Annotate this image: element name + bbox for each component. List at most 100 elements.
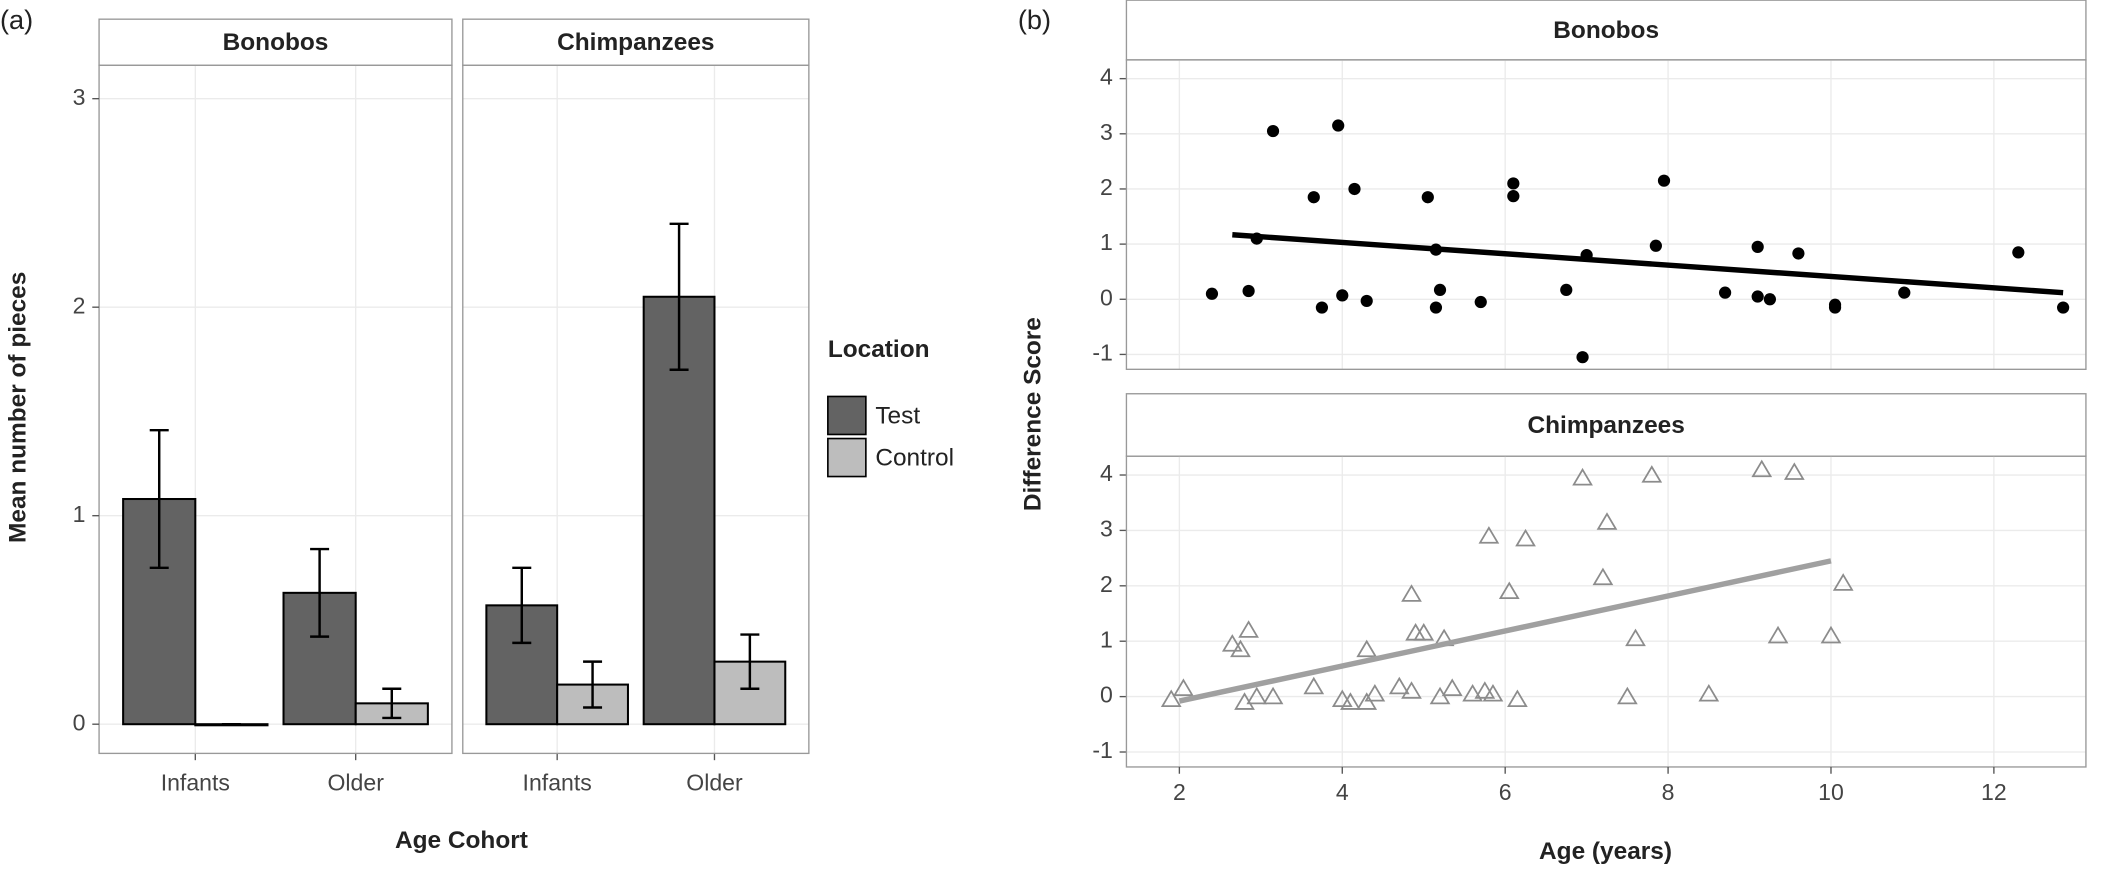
y-tick-label: -1 (1092, 340, 1113, 366)
point (2057, 301, 2070, 314)
x-tick-label: Infants (161, 770, 230, 796)
point (1596, 512, 1618, 530)
strip-title: Bonobos (223, 29, 329, 56)
strip-title: Chimpanzees (557, 29, 714, 56)
point (1592, 567, 1614, 586)
x-tick-label: Older (327, 770, 384, 796)
point (1364, 683, 1386, 702)
point (1462, 683, 1483, 702)
point (1515, 528, 1536, 547)
point (1356, 639, 1378, 658)
point (1625, 628, 1646, 647)
y-tick-label: 4 (1100, 460, 1113, 486)
point (1751, 240, 1764, 253)
error-bar (583, 660, 603, 709)
error-bar (149, 428, 169, 570)
point (1340, 692, 1361, 710)
fit-line (1232, 232, 2064, 296)
error-bar (382, 687, 402, 720)
fit-line (1178, 558, 1832, 704)
y-tick-label: 0 (1100, 284, 1113, 310)
point (1767, 625, 1789, 644)
point (1238, 620, 1259, 638)
point (1160, 689, 1182, 708)
x-tick-label: 4 (1336, 779, 1349, 805)
x-tick-label: 10 (1818, 779, 1844, 805)
y-tick-label: 2 (1100, 174, 1113, 200)
y-tick-label: -1 (1092, 737, 1113, 763)
legend-key (827, 437, 867, 478)
point (1474, 295, 1487, 309)
point (1413, 623, 1435, 641)
y-tick-label: 1 (1100, 229, 1113, 255)
point (1698, 683, 1720, 702)
legend-label: Test (875, 402, 920, 429)
point (1507, 190, 1520, 203)
legend-label: Control (875, 444, 954, 471)
point (1783, 462, 1805, 480)
point (1332, 119, 1345, 132)
point (1498, 581, 1520, 600)
y-axis-title: Mean number of pieces (4, 272, 31, 543)
x-tick-label: 2 (1173, 779, 1186, 805)
y-tick-label: 4 (1100, 64, 1113, 90)
point (1763, 293, 1777, 306)
error-bar (310, 547, 330, 638)
y-tick-label: 1 (1100, 626, 1113, 652)
y-tick-label: 2 (73, 292, 86, 318)
y-tick-label: 3 (73, 84, 86, 110)
point (1262, 686, 1284, 705)
strip-title: Bonobos (1553, 17, 1659, 44)
point (2012, 246, 2025, 259)
y-tick-label: 3 (1100, 119, 1113, 145)
error-bar (669, 222, 689, 371)
panel-tag: (a) (0, 4, 33, 35)
point (1266, 124, 1280, 138)
point (1792, 247, 1805, 260)
strip (1125, 393, 2087, 457)
x-tick-label: 12 (1981, 779, 2007, 805)
error-bar (740, 633, 760, 690)
y-tick-label: 0 (1100, 682, 1113, 708)
point (1429, 301, 1443, 314)
legend-title: Location (828, 336, 930, 363)
strip (1125, 0, 2087, 61)
error-bar (512, 566, 532, 645)
point (1401, 584, 1422, 602)
point (1560, 283, 1573, 297)
point (1751, 459, 1773, 478)
point (1641, 465, 1663, 483)
y-tick-label: 1 (73, 501, 86, 527)
point (1173, 678, 1194, 696)
point (1433, 283, 1447, 297)
point (1478, 526, 1500, 544)
point (1230, 639, 1251, 658)
point (1360, 294, 1373, 308)
point (1718, 286, 1732, 299)
point (1657, 174, 1671, 187)
y-tick-label: 3 (1100, 516, 1113, 542)
y-axis-title: Difference Score (1020, 317, 1047, 511)
point (1221, 634, 1243, 652)
point (1482, 683, 1504, 702)
point (1898, 286, 1911, 299)
point (1828, 301, 1842, 314)
legend-key (827, 395, 867, 436)
point (1616, 686, 1638, 705)
x-tick-label: Infants (523, 770, 592, 796)
strip (462, 18, 810, 67)
point (1576, 351, 1589, 364)
point (1751, 290, 1764, 303)
panel-border (1125, 455, 2087, 768)
point (1315, 301, 1329, 314)
point (1820, 625, 1842, 644)
strip-title: Chimpanzees (1528, 412, 1685, 439)
point (1832, 573, 1854, 591)
strip (98, 18, 453, 67)
point (1572, 467, 1593, 486)
x-tick-label: 6 (1499, 779, 1512, 805)
panel-tag: (b) (1018, 4, 1051, 35)
point (1421, 191, 1434, 204)
y-tick-label: 2 (1100, 571, 1113, 597)
